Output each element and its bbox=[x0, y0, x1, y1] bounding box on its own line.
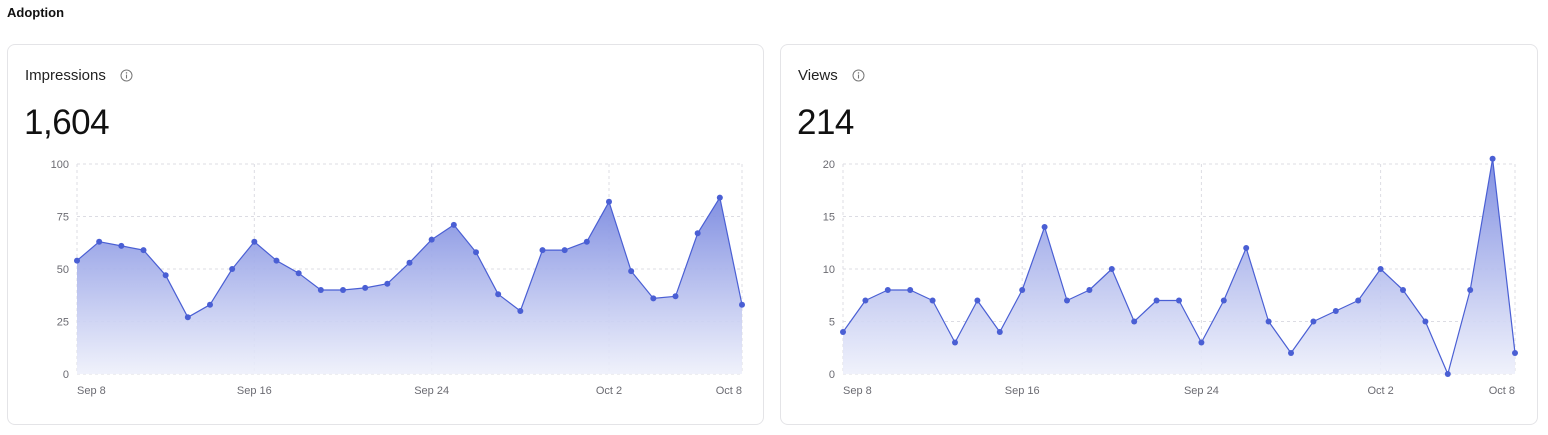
y-tick-label: 10 bbox=[823, 264, 835, 276]
data-point[interactable] bbox=[317, 287, 324, 293]
data-point[interactable] bbox=[340, 287, 346, 293]
data-point[interactable] bbox=[229, 266, 236, 272]
data-point[interactable] bbox=[1489, 155, 1496, 162]
card-header: Views bbox=[798, 67, 865, 84]
data-point[interactable] bbox=[1444, 371, 1451, 377]
data-point[interactable] bbox=[539, 247, 546, 254]
data-point[interactable] bbox=[840, 329, 846, 335]
data-point[interactable] bbox=[1288, 350, 1294, 356]
data-point[interactable] bbox=[628, 268, 635, 275]
y-tick-label: 0 bbox=[829, 369, 835, 381]
data-point[interactable] bbox=[583, 238, 590, 245]
data-point[interactable] bbox=[162, 272, 169, 279]
data-point[interactable] bbox=[450, 221, 457, 228]
data-point[interactable] bbox=[1131, 318, 1138, 325]
data-point[interactable] bbox=[672, 293, 679, 300]
data-point[interactable] bbox=[561, 247, 568, 254]
data-point[interactable] bbox=[862, 297, 869, 304]
info-icon[interactable] bbox=[852, 69, 865, 82]
impressions-card: Impressions 1,604 0 25 50 75 100 Sep 8 Sep 16 S… bbox=[7, 44, 764, 425]
series-area bbox=[843, 158, 1515, 374]
x-tick-label: Sep 16 bbox=[237, 385, 272, 397]
data-point[interactable] bbox=[1512, 350, 1518, 356]
x-tick-label: Sep 8 bbox=[77, 385, 106, 397]
data-point[interactable] bbox=[184, 314, 191, 321]
data-point[interactable] bbox=[295, 270, 302, 277]
data-point[interactable] bbox=[739, 301, 745, 308]
data-point[interactable] bbox=[1265, 318, 1272, 325]
data-point[interactable] bbox=[1019, 287, 1026, 293]
info-icon[interactable] bbox=[120, 69, 133, 82]
data-point[interactable] bbox=[74, 257, 80, 264]
data-point[interactable] bbox=[251, 238, 258, 245]
data-point[interactable] bbox=[1243, 245, 1250, 251]
data-point[interactable] bbox=[273, 257, 280, 264]
data-point[interactable] bbox=[1355, 297, 1362, 304]
section-title: Adoption bbox=[7, 5, 65, 20]
y-tick-label: 100 bbox=[51, 159, 69, 171]
data-point[interactable] bbox=[907, 287, 914, 293]
views-card: Views 214 0 5 10 15 20 Sep 8 Sep 16 Sep 24 Oct 2… bbox=[780, 44, 1538, 425]
data-point[interactable] bbox=[884, 287, 891, 293]
data-point[interactable] bbox=[1310, 318, 1317, 325]
data-point[interactable] bbox=[140, 247, 147, 254]
data-point[interactable] bbox=[1220, 297, 1227, 304]
x-tick-label: Sep 24 bbox=[1184, 385, 1219, 397]
data-point[interactable] bbox=[473, 249, 479, 256]
x-tick-label: Oct 8 bbox=[716, 385, 742, 397]
data-point[interactable] bbox=[929, 297, 936, 304]
data-point[interactable] bbox=[96, 238, 103, 245]
data-point[interactable] bbox=[650, 295, 657, 302]
data-point[interactable] bbox=[207, 301, 213, 308]
data-point[interactable] bbox=[1467, 287, 1474, 293]
y-tick-label: 5 bbox=[829, 317, 835, 329]
card-title: Impressions bbox=[25, 67, 106, 84]
y-tick-label: 20 bbox=[823, 159, 835, 171]
data-point[interactable] bbox=[1377, 266, 1384, 272]
data-point[interactable] bbox=[1108, 266, 1115, 272]
data-point[interactable] bbox=[406, 259, 413, 266]
x-tick-label: Sep 16 bbox=[1005, 385, 1040, 397]
data-point[interactable] bbox=[1332, 308, 1339, 314]
x-tick-label: Oct 8 bbox=[1489, 385, 1515, 397]
data-point[interactable] bbox=[1422, 318, 1429, 325]
data-point[interactable] bbox=[716, 194, 723, 201]
impressions-chart: 0 25 50 75 100 Sep 8 Sep 16 Sep 24 Oct 2 Oct 8 bbox=[51, 159, 745, 397]
data-point[interactable] bbox=[694, 230, 701, 237]
data-point[interactable] bbox=[1086, 287, 1093, 293]
card-title: Views bbox=[798, 67, 838, 84]
card-header: Impressions bbox=[25, 67, 133, 84]
data-point[interactable] bbox=[1064, 297, 1070, 304]
data-point[interactable] bbox=[1176, 297, 1182, 304]
views-total: 214 bbox=[797, 103, 854, 142]
data-point[interactable] bbox=[1198, 339, 1205, 346]
data-point[interactable] bbox=[1153, 297, 1160, 304]
data-point[interactable] bbox=[1400, 287, 1406, 293]
data-point[interactable] bbox=[517, 308, 524, 314]
data-point[interactable] bbox=[495, 291, 502, 298]
x-tick-label: Sep 24 bbox=[414, 385, 449, 397]
data-point[interactable] bbox=[384, 280, 391, 287]
y-tick-label: 75 bbox=[57, 212, 69, 224]
data-point[interactable] bbox=[996, 329, 1003, 335]
data-point[interactable] bbox=[118, 242, 125, 249]
data-point[interactable] bbox=[428, 236, 435, 243]
data-point[interactable] bbox=[362, 284, 369, 291]
y-tick-label: 50 bbox=[57, 264, 69, 276]
x-tick-label: Oct 2 bbox=[1367, 385, 1393, 397]
y-tick-label: 15 bbox=[823, 212, 835, 224]
views-chart: 0 5 10 15 20 Sep 8 Sep 16 Sep 24 Oct 2 Oct 8 bbox=[823, 155, 1518, 397]
x-tick-label: Oct 2 bbox=[596, 385, 622, 397]
data-point[interactable] bbox=[606, 198, 612, 205]
y-tick-label: 0 bbox=[63, 369, 69, 381]
impressions-total: 1,604 bbox=[24, 103, 110, 142]
x-tick-label: Sep 8 bbox=[843, 385, 872, 397]
data-point[interactable] bbox=[1041, 224, 1048, 230]
data-point[interactable] bbox=[952, 339, 958, 346]
y-tick-label: 25 bbox=[57, 317, 69, 329]
series-area bbox=[77, 197, 742, 374]
data-point[interactable] bbox=[974, 297, 981, 304]
